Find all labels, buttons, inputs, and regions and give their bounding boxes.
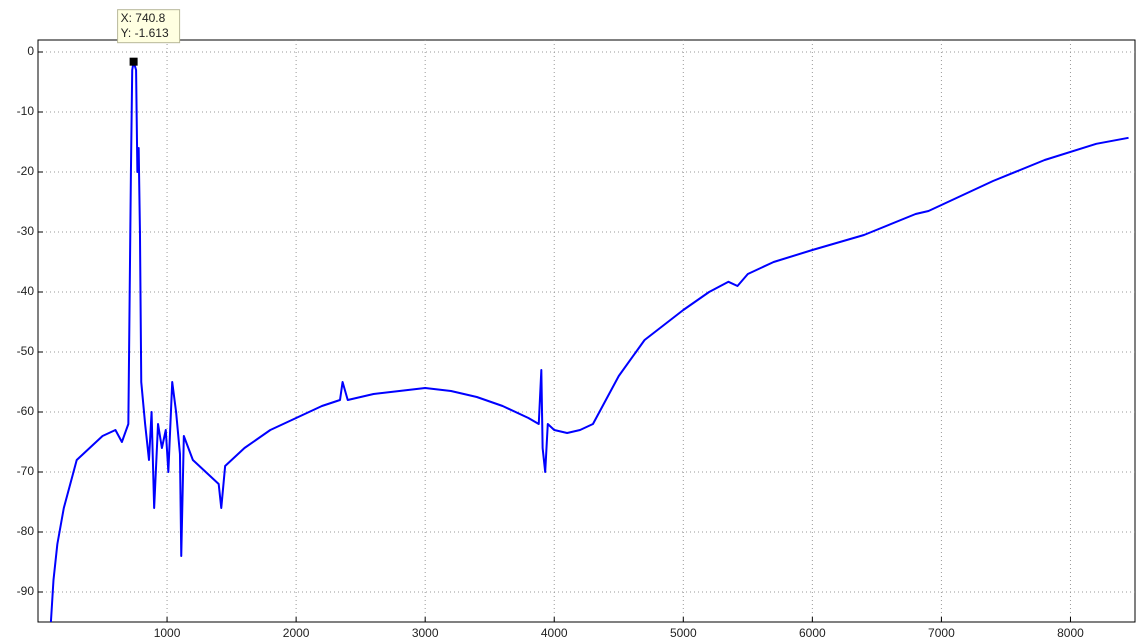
x-tick-label: 5000 (670, 626, 697, 640)
datatip-x: X: 740.8 (121, 11, 166, 25)
plot-area (37, 39, 1136, 623)
y-tick-label: -20 (17, 164, 35, 178)
datatip-box (117, 9, 181, 44)
y-tick-label: -70 (17, 464, 35, 478)
x-tick-label: 8000 (1057, 626, 1084, 640)
x-tick-label: 2000 (283, 626, 310, 640)
x-tick-label: 7000 (928, 626, 955, 640)
y-tick-label: 0 (27, 44, 34, 58)
y-tick-label: -40 (17, 284, 35, 298)
x-tick-label: 3000 (412, 626, 439, 640)
x-tick-label: 1000 (154, 626, 181, 640)
x-tick-label: 4000 (541, 626, 568, 640)
y-tick-label: -30 (17, 224, 35, 238)
y-tick-label: -50 (17, 344, 35, 358)
y-tick-label: -90 (17, 584, 35, 598)
y-tick-label: -10 (17, 104, 35, 118)
datatip-marker (129, 57, 138, 66)
y-tick-label: -60 (17, 404, 35, 418)
y-tick-label: -80 (17, 524, 35, 538)
datatip-y: Y: -1.613 (121, 26, 169, 40)
x-tick-label: 6000 (799, 626, 826, 640)
